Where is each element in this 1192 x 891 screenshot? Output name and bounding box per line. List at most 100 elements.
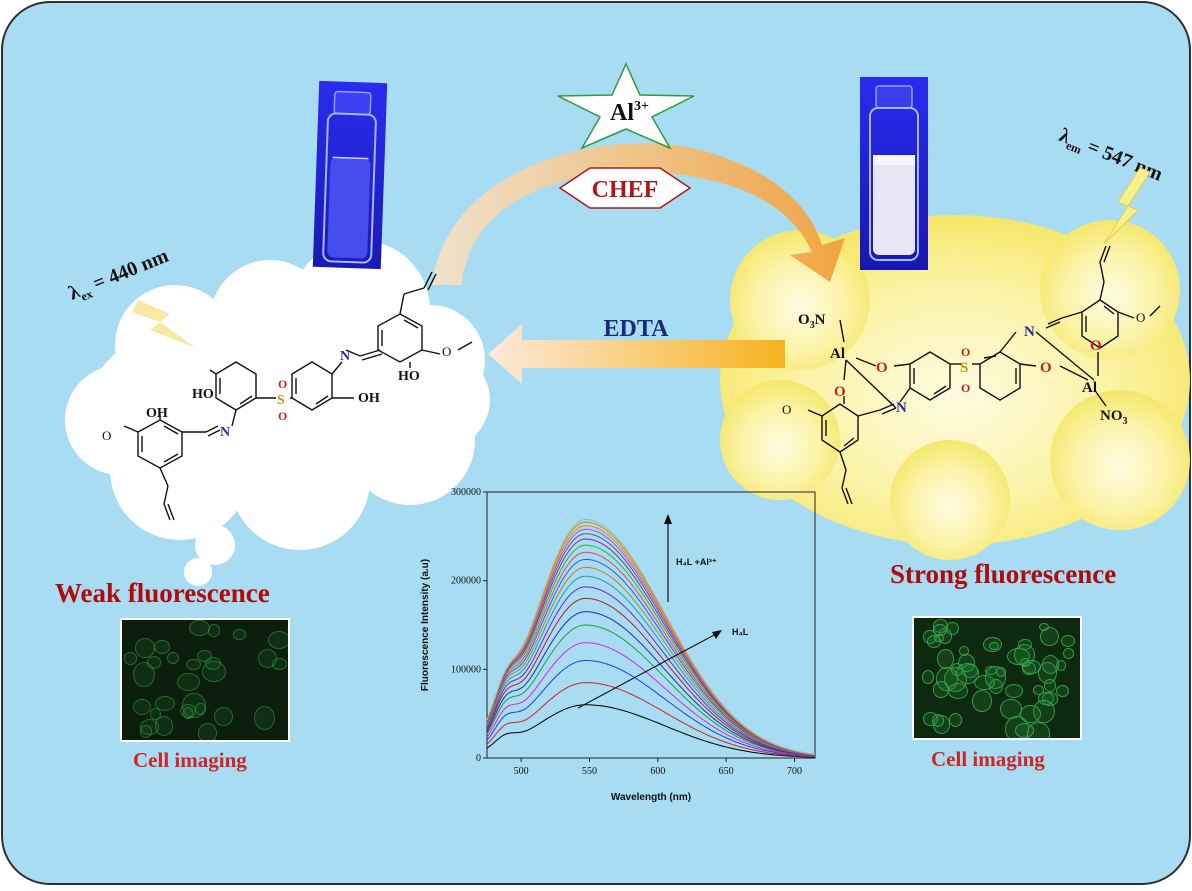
cell-blob	[213, 706, 233, 727]
cell-blob	[1055, 684, 1069, 698]
al-star-badge	[557, 62, 695, 150]
spectrum-series-line	[486, 624, 816, 757]
cell-imaging-left-caption: Cell imaging	[133, 748, 247, 772]
cell-blob	[1038, 622, 1050, 632]
cell-blob	[177, 673, 201, 691]
spectrum-series-line	[486, 597, 816, 757]
svg-text:S: S	[277, 393, 285, 408]
cell-blob	[1019, 705, 1041, 724]
cell-image-weak	[120, 618, 290, 742]
cell-blob	[955, 663, 980, 684]
cell-blob	[134, 638, 155, 659]
cell-blob	[988, 641, 1000, 651]
cell-blob	[947, 682, 969, 699]
spectrum-series-line	[486, 660, 816, 757]
y-tick-label: 200000	[451, 576, 481, 587]
cell-blob	[1039, 626, 1059, 646]
spectrum-series-line	[486, 558, 816, 756]
svg-text:N: N	[1024, 324, 1035, 340]
spectrum-series-line	[486, 566, 816, 756]
spectrum-series-line	[486, 575, 816, 756]
annotation-h4l: H₄L	[732, 627, 749, 637]
ligand-structure	[123, 271, 473, 521]
x-tick-label: 650	[719, 766, 734, 777]
svg-text:O: O	[782, 402, 791, 417]
cell-blob	[1000, 699, 1022, 719]
cell-blob	[1055, 660, 1066, 671]
cell-blob	[1044, 678, 1056, 692]
forward-arrow	[432, 143, 845, 285]
cell-blob	[959, 646, 970, 657]
cell-blob	[132, 661, 156, 688]
cell-blob	[253, 705, 275, 731]
svg-text:S: S	[960, 360, 968, 376]
cell-blob	[1021, 659, 1042, 675]
cell-blob	[155, 695, 175, 712]
cell-blob	[188, 620, 210, 637]
svg-text:HO: HO	[398, 369, 420, 384]
edta-label: EDTA	[604, 316, 670, 342]
chart-plot-area	[486, 491, 816, 759]
cell-blob	[182, 693, 206, 718]
svg-text:O: O	[442, 344, 451, 359]
svg-text:O: O	[1090, 338, 1102, 354]
spectrum-series-line	[486, 682, 816, 758]
cell-blob	[257, 649, 277, 668]
cell-blob	[995, 667, 1007, 677]
cell-blob	[932, 681, 950, 698]
ligand-cloud	[65, 240, 490, 586]
cell-blob	[208, 623, 220, 638]
y-tick-label: 300000	[451, 487, 481, 498]
cell-blob	[146, 656, 161, 669]
svg-text:O3N: O3N	[798, 312, 826, 331]
ligand-atom-labels: OH O N HO S O O OH N HO O	[102, 344, 451, 443]
cell-blob	[1005, 683, 1024, 698]
svg-text:OH: OH	[146, 406, 168, 421]
vial-weak-fluorescence	[312, 80, 388, 270]
cell-blob	[922, 712, 938, 726]
chef-badge	[558, 167, 692, 209]
strong-fluorescence-title: Strong fluorescence	[890, 559, 1117, 589]
cell-blob	[233, 629, 246, 640]
emission-bolt-icon	[1103, 167, 1151, 245]
chart-ylabel: Fluorescence Intensity (a.u)	[420, 559, 431, 691]
complex-structure	[807, 245, 1161, 505]
svg-text:NO3: NO3	[1100, 408, 1128, 427]
svg-text:HO: HO	[192, 387, 214, 402]
cell-blob	[197, 723, 218, 740]
spectrum-series-line	[486, 704, 816, 758]
fluorescence-spectrum-chart: 500 550 600 650 700 0 100000 200000 300000 Wavel…	[420, 487, 816, 803]
svg-text:N: N	[896, 400, 907, 416]
cell-blob	[971, 690, 993, 713]
cell-blob	[922, 670, 935, 684]
cell-blob	[133, 698, 151, 715]
svg-text:Al: Al	[1082, 380, 1097, 396]
svg-text:N: N	[220, 425, 230, 440]
x-tick-label: 500	[514, 766, 529, 777]
cell-blob	[154, 639, 170, 654]
spectrum-series-line	[486, 551, 816, 756]
edta-reverse-arrow	[488, 324, 785, 384]
vial-strong-fluorescence	[860, 77, 928, 270]
y-tick-label: 0	[476, 753, 481, 764]
spectrum-series-line	[486, 518, 816, 755]
cell-blob	[1063, 648, 1074, 660]
chart-xlabel: Wavelength (nm)	[611, 792, 691, 803]
cell-blob	[933, 634, 945, 643]
svg-text:O: O	[1136, 310, 1145, 325]
svg-text:O: O	[834, 384, 846, 400]
cell-blob	[948, 713, 962, 728]
complex-glow-cloud	[720, 215, 1190, 560]
cell-blob	[1014, 722, 1034, 738]
x-tick-label: 700	[787, 766, 802, 777]
svg-text:O: O	[961, 381, 970, 395]
svg-text:O: O	[961, 345, 970, 359]
increase-arrowhead-icon	[664, 514, 672, 524]
svg-text:OH: OH	[358, 391, 380, 406]
cell-blob	[186, 658, 202, 671]
spectrum-series-line	[486, 642, 816, 757]
chef-label: CHEF	[592, 177, 659, 203]
cell-blob	[139, 724, 153, 739]
svg-text:O: O	[278, 409, 287, 423]
